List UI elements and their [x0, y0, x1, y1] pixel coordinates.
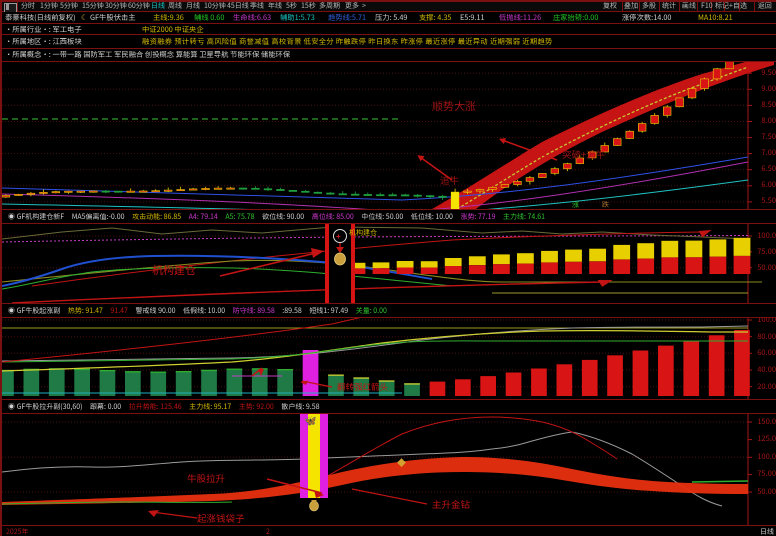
svg-text:★: ★ — [308, 475, 315, 485]
svg-text:🦋: 🦋 — [304, 414, 317, 427]
svg-text:◆: ◆ — [397, 456, 406, 469]
